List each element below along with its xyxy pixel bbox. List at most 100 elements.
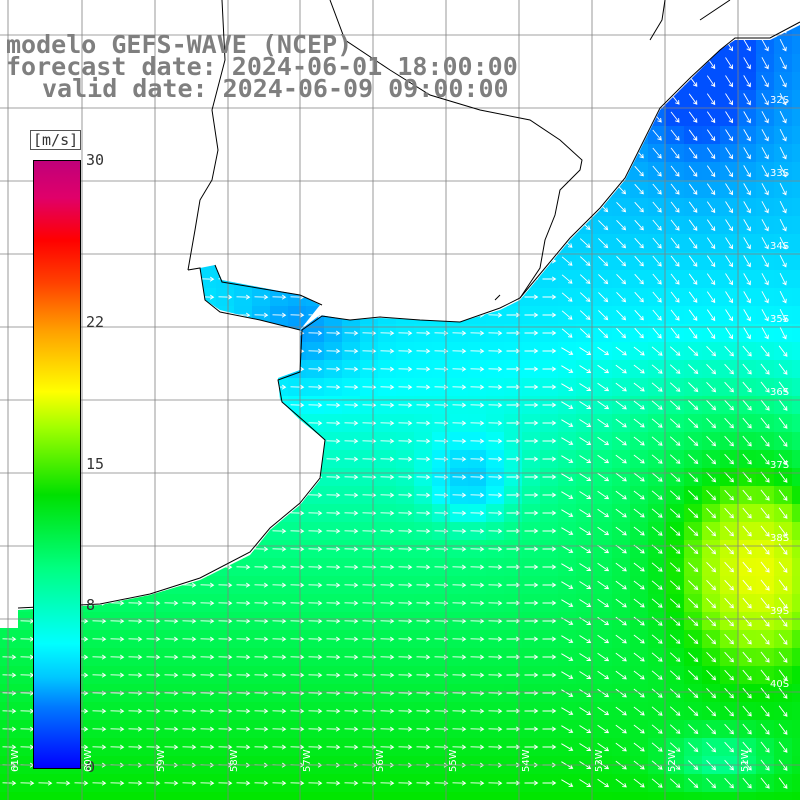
wind-arrow bbox=[651, 580, 663, 590]
wind-arrow bbox=[290, 582, 305, 588]
latitude-label: 39S bbox=[770, 606, 790, 617]
wind-arrow bbox=[218, 672, 233, 678]
wind-cell bbox=[792, 468, 800, 487]
wind-arrow bbox=[92, 744, 107, 750]
country-border bbox=[187, 0, 731, 301]
wind-arrow bbox=[524, 618, 539, 624]
wind-arrow bbox=[2, 780, 17, 786]
wind-cell bbox=[792, 486, 800, 505]
wind-arrow bbox=[597, 544, 610, 554]
wind-arrow bbox=[272, 636, 287, 642]
wind-arrow bbox=[633, 418, 645, 428]
wind-arrow bbox=[706, 291, 716, 304]
wind-arrow bbox=[506, 474, 521, 480]
wind-arrow bbox=[542, 384, 557, 390]
wind-arrow bbox=[452, 510, 467, 516]
wind-arrow bbox=[524, 600, 539, 606]
wind-arrow bbox=[687, 562, 699, 573]
wind-arrow bbox=[380, 708, 395, 714]
wind-arrow bbox=[687, 580, 699, 591]
wind-arrow bbox=[651, 454, 663, 464]
wind-arrow bbox=[724, 435, 734, 447]
wind-arrow bbox=[561, 509, 574, 517]
wind-cell bbox=[738, 792, 757, 800]
wind-arrow bbox=[688, 129, 698, 141]
wind-arrow bbox=[182, 744, 197, 750]
wind-arrow bbox=[218, 708, 233, 714]
wind-arrow bbox=[669, 400, 681, 410]
wind-arrow bbox=[633, 364, 645, 374]
wind-arrow bbox=[452, 492, 467, 498]
wind-arrow bbox=[290, 726, 305, 732]
wind-arrow bbox=[542, 780, 557, 786]
wind-arrow bbox=[725, 111, 733, 124]
wind-arrow bbox=[56, 780, 71, 786]
wind-cell bbox=[792, 126, 800, 145]
wind-arrow bbox=[452, 600, 467, 606]
wind-arrow bbox=[778, 345, 788, 357]
wind-cell bbox=[792, 288, 800, 307]
wind-arrow bbox=[778, 543, 788, 555]
wind-arrow bbox=[452, 474, 467, 480]
wind-arrow bbox=[128, 780, 143, 786]
wind-arrow bbox=[743, 39, 751, 52]
wind-arrow bbox=[344, 384, 359, 390]
wind-arrow bbox=[524, 528, 539, 534]
wind-arrow bbox=[236, 618, 251, 624]
wind-arrow bbox=[416, 600, 431, 606]
wind-arrow bbox=[380, 366, 395, 372]
wind-cell bbox=[792, 144, 800, 163]
wind-arrow bbox=[761, 291, 769, 304]
wind-cell bbox=[792, 720, 800, 739]
wind-arrow bbox=[652, 183, 662, 195]
wind-arrow bbox=[706, 723, 717, 735]
wind-arrow bbox=[597, 400, 610, 410]
wind-arrow bbox=[669, 580, 681, 590]
wind-arrow bbox=[398, 402, 413, 408]
wind-arrow bbox=[761, 201, 769, 214]
wind-cell bbox=[540, 792, 559, 800]
title-valid-date: valid date: 2024-06-09 09:00:00 bbox=[42, 74, 509, 103]
wind-cell bbox=[774, 792, 793, 800]
wind-arrow bbox=[380, 780, 395, 786]
wind-arrow bbox=[272, 726, 287, 732]
wind-arrow bbox=[597, 490, 610, 500]
wind-arrow bbox=[688, 237, 698, 249]
wind-arrow bbox=[579, 292, 591, 302]
wind-arrow bbox=[344, 348, 359, 354]
wind-arrow bbox=[542, 600, 557, 606]
wind-arrow bbox=[74, 780, 89, 786]
wind-arrow bbox=[200, 618, 215, 624]
wind-arrow bbox=[651, 508, 663, 518]
wind-arrow bbox=[742, 417, 752, 429]
wind-arrow bbox=[597, 436, 610, 446]
wind-arrow bbox=[326, 582, 341, 588]
wind-arrow bbox=[615, 472, 627, 482]
wind-arrow bbox=[743, 219, 751, 232]
wind-arrow bbox=[561, 779, 574, 787]
wind-arrow bbox=[290, 744, 305, 750]
wind-arrow bbox=[524, 366, 539, 372]
wind-cell bbox=[216, 792, 235, 800]
wind-arrow bbox=[579, 455, 592, 463]
wind-arrow bbox=[651, 400, 663, 410]
wind-cell bbox=[792, 630, 800, 649]
wind-arrow bbox=[597, 688, 610, 698]
wind-cell bbox=[792, 306, 800, 325]
wind-arrow bbox=[779, 308, 787, 322]
wind-arrow bbox=[743, 237, 751, 250]
wind-arrow bbox=[615, 706, 627, 716]
wind-arrow bbox=[561, 743, 574, 751]
wind-arrow bbox=[398, 528, 413, 534]
wind-arrow bbox=[742, 705, 752, 717]
wind-arrow bbox=[687, 688, 699, 699]
wind-arrow bbox=[615, 400, 627, 410]
wind-arrow bbox=[651, 346, 663, 356]
wind-cell bbox=[90, 792, 109, 800]
wind-arrow bbox=[254, 708, 269, 714]
wind-arrow bbox=[761, 273, 769, 286]
wind-cell bbox=[36, 792, 55, 800]
wind-arrow bbox=[561, 527, 574, 535]
wind-arrow bbox=[579, 365, 592, 373]
wind-arrow bbox=[706, 507, 717, 519]
